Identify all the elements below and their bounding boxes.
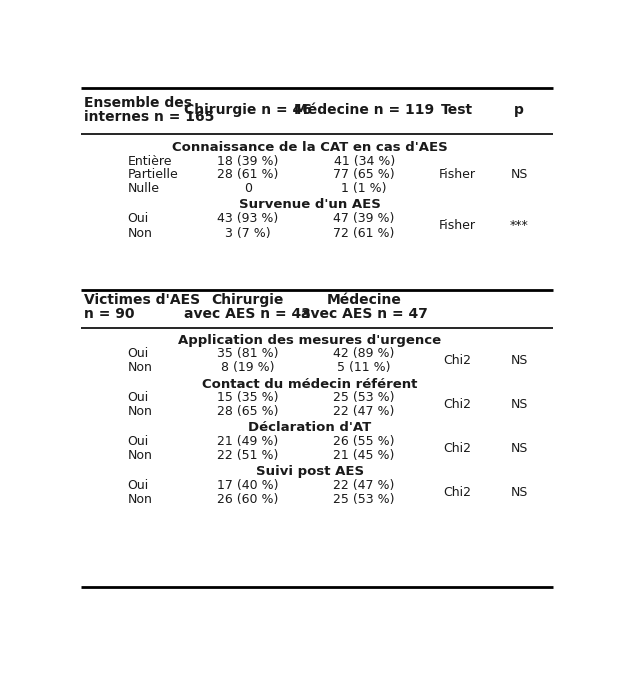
Text: Chi2: Chi2	[443, 398, 471, 411]
Text: 21 (45 %): 21 (45 %)	[334, 449, 395, 462]
Text: 42 (89 %): 42 (89 %)	[334, 347, 395, 360]
Text: Fisher: Fisher	[439, 219, 475, 232]
Text: Test: Test	[441, 104, 473, 117]
Text: 25 (53 %): 25 (53 %)	[334, 391, 395, 404]
Text: Chi2: Chi2	[443, 354, 471, 367]
Text: Non: Non	[128, 492, 153, 505]
Text: 3 (7 %): 3 (7 %)	[225, 227, 271, 240]
Text: 1 (1 %): 1 (1 %)	[341, 183, 387, 195]
Text: Chirurgie n = 46: Chirurgie n = 46	[184, 104, 312, 117]
Text: Oui: Oui	[128, 434, 149, 448]
Text: 77 (65 %): 77 (65 %)	[333, 168, 395, 181]
Text: 8 (19 %): 8 (19 %)	[221, 361, 275, 374]
Text: n = 90: n = 90	[84, 307, 134, 321]
Text: Oui: Oui	[128, 347, 149, 360]
Text: Suivi post AES: Suivi post AES	[256, 465, 364, 478]
Text: Partielle: Partielle	[128, 168, 178, 181]
Text: avec AES n = 47: avec AES n = 47	[301, 307, 428, 321]
Text: NS: NS	[511, 442, 528, 455]
Text: Médecine: Médecine	[327, 293, 402, 306]
Text: ***: ***	[510, 219, 529, 232]
Text: 5 (11 %): 5 (11 %)	[337, 361, 391, 374]
Text: NS: NS	[511, 486, 528, 498]
Text: Survenue d'un AES: Survenue d'un AES	[239, 198, 381, 211]
Text: Médecine n = 119: Médecine n = 119	[294, 104, 434, 117]
Text: Contact du médecin référent: Contact du médecin référent	[202, 378, 418, 391]
Text: avec AES n = 43: avec AES n = 43	[184, 307, 311, 321]
Text: 17 (40 %): 17 (40 %)	[217, 479, 279, 492]
Text: p: p	[514, 104, 524, 117]
Text: 26 (55 %): 26 (55 %)	[334, 434, 395, 448]
Text: 25 (53 %): 25 (53 %)	[334, 492, 395, 505]
Text: Déclaration d'AT: Déclaration d'AT	[248, 421, 371, 434]
Text: Entière: Entière	[128, 155, 172, 168]
Text: Nulle: Nulle	[128, 183, 160, 195]
Text: Chi2: Chi2	[443, 442, 471, 455]
Text: Application des mesures d'urgence: Application des mesures d'urgence	[178, 334, 441, 347]
Text: 28 (65 %): 28 (65 %)	[217, 405, 279, 417]
Text: Non: Non	[128, 449, 153, 462]
Text: 21 (49 %): 21 (49 %)	[217, 434, 279, 448]
Text: Non: Non	[128, 405, 153, 417]
Text: Fisher: Fisher	[439, 168, 475, 181]
Text: 47 (39 %): 47 (39 %)	[334, 212, 395, 225]
Text: 22 (47 %): 22 (47 %)	[334, 405, 395, 417]
Text: 35 (81 %): 35 (81 %)	[217, 347, 279, 360]
Text: 18 (39 %): 18 (39 %)	[217, 155, 279, 168]
Text: Non: Non	[128, 361, 153, 374]
Text: Oui: Oui	[128, 212, 149, 225]
Text: 43 (93 %): 43 (93 %)	[217, 212, 279, 225]
Text: Oui: Oui	[128, 391, 149, 404]
Text: 22 (51 %): 22 (51 %)	[217, 449, 279, 462]
Text: NS: NS	[511, 398, 528, 411]
Text: 15 (35 %): 15 (35 %)	[217, 391, 279, 404]
Text: 28 (61 %): 28 (61 %)	[217, 168, 279, 181]
Text: 72 (61 %): 72 (61 %)	[334, 227, 395, 240]
Text: NS: NS	[511, 168, 528, 181]
Text: 41 (34 %): 41 (34 %)	[334, 155, 395, 168]
Text: 26 (60 %): 26 (60 %)	[217, 492, 279, 505]
Text: 0: 0	[244, 183, 252, 195]
Text: Non: Non	[128, 227, 153, 240]
Text: Chi2: Chi2	[443, 486, 471, 498]
Text: Chirurgie: Chirurgie	[212, 293, 284, 306]
Text: Oui: Oui	[128, 479, 149, 492]
Text: Ensemble des: Ensemble des	[84, 96, 191, 110]
Text: internes n = 165: internes n = 165	[84, 110, 214, 124]
Text: NS: NS	[511, 354, 528, 367]
Text: Connaissance de la CAT en cas d'AES: Connaissance de la CAT en cas d'AES	[172, 142, 448, 155]
Text: 22 (47 %): 22 (47 %)	[334, 479, 395, 492]
Text: Victimes d'AES: Victimes d'AES	[84, 293, 200, 306]
